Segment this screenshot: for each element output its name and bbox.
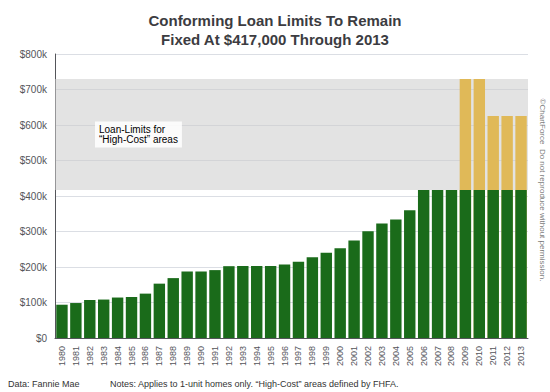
svg-text:1993: 1993 [238, 346, 248, 366]
svg-text:2010: 2010 [474, 346, 484, 366]
svg-text:2002: 2002 [363, 346, 373, 366]
svg-text:2001: 2001 [349, 346, 359, 366]
svg-text:1983: 1983 [99, 346, 109, 366]
svg-text:2004: 2004 [391, 346, 401, 366]
svg-text:2000: 2000 [335, 346, 345, 366]
svg-text:1992: 1992 [224, 346, 234, 366]
svg-text:2006: 2006 [419, 346, 429, 366]
svg-text:1998: 1998 [307, 346, 317, 366]
svg-text:2012: 2012 [502, 346, 512, 366]
svg-text:2011: 2011 [488, 346, 498, 365]
svg-text:1984: 1984 [113, 346, 123, 366]
svg-text:1995: 1995 [266, 346, 276, 366]
svg-text:Notes: Applies to 1-unit homes: Notes: Applies to 1-unit homes only. “Hi… [110, 379, 398, 389]
svg-text:1994: 1994 [252, 346, 262, 366]
svg-text:Data: Fannie Mae: Data: Fannie Mae [8, 379, 80, 389]
svg-text:2003: 2003 [377, 346, 387, 366]
svg-text:1990: 1990 [196, 346, 206, 366]
svg-text:1988: 1988 [168, 346, 178, 366]
svg-text:2013: 2013 [516, 346, 526, 366]
svg-text:2007: 2007 [433, 346, 443, 366]
svg-text:“High-Cost” areas: “High-Cost” areas [99, 134, 178, 145]
svg-text:Conforming Loan Limits To Rema: Conforming Loan Limits To Remain [148, 12, 401, 29]
svg-text:1982: 1982 [85, 346, 95, 366]
svg-text:1981: 1981 [71, 346, 81, 366]
svg-text:1996: 1996 [280, 346, 290, 366]
svg-text:$100k: $100k [20, 297, 48, 308]
svg-text:Loan-Limits for: Loan-Limits for [99, 124, 166, 135]
svg-text:1987: 1987 [154, 346, 164, 366]
svg-text:$200k: $200k [20, 262, 48, 273]
svg-text:1986: 1986 [140, 346, 150, 366]
svg-text:2008: 2008 [446, 346, 456, 366]
svg-text:1980: 1980 [57, 346, 67, 366]
svg-text:1989: 1989 [182, 346, 192, 366]
svg-text:1997: 1997 [293, 346, 303, 366]
svg-text:Fixed At $417,000 Through 2013: Fixed At $417,000 Through 2013 [161, 31, 389, 48]
svg-text:$500k: $500k [20, 155, 48, 166]
svg-text:$0: $0 [36, 333, 48, 344]
svg-text:©ChartForce Do not reproduce: ©ChartForce Do not reproduce without per… [538, 99, 547, 282]
svg-text:$600k: $600k [20, 120, 48, 131]
svg-text:$300k: $300k [20, 226, 48, 237]
svg-text:1985: 1985 [127, 346, 137, 366]
svg-text:$400k: $400k [20, 191, 48, 202]
svg-text:1991: 1991 [210, 346, 220, 366]
svg-text:1999: 1999 [321, 346, 331, 366]
svg-text:2009: 2009 [460, 346, 470, 366]
svg-text:$800k: $800k [20, 49, 48, 60]
svg-text:2005: 2005 [405, 346, 415, 366]
svg-text:$700k: $700k [20, 84, 48, 95]
